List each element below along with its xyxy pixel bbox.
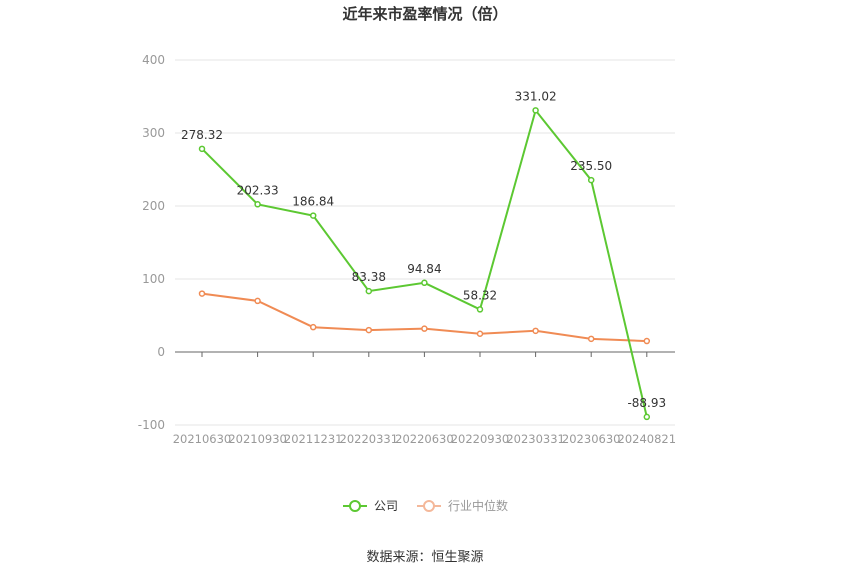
data-label: 202.33 <box>237 183 279 197</box>
axis-layer: -100 0 100 200 300 400 20210630202109302021123… <box>138 53 676 446</box>
data-point-industry-median <box>309 323 317 331</box>
data-point-industry-median <box>476 330 484 337</box>
x-tick-label: 20220630 <box>395 432 454 446</box>
chart-title: 近年来市盈率情况（倍） <box>342 5 508 23</box>
data-point-industry-median <box>198 290 206 297</box>
data-source: 数据来源：恒生聚源 <box>366 550 484 565</box>
series-layer <box>198 107 651 421</box>
y-tick-label: 200 <box>142 199 165 213</box>
x-tick-label: 20210930 <box>228 432 287 446</box>
data-point-company <box>476 306 484 313</box>
label-layer: 278.32 202.33 186.84 83.38 94.84 58.32 331.02 2… <box>181 89 666 410</box>
data-label: 94.84 <box>407 262 441 276</box>
y-tick-label: 300 <box>142 126 165 140</box>
data-label: 186.84 <box>292 195 334 209</box>
x-tick-label: 20211231 <box>284 432 343 446</box>
legend-item-company[interactable]: 公司 <box>342 497 398 514</box>
y-tick-label: 400 <box>142 53 165 67</box>
x-tick-label: 20220331 <box>340 432 399 446</box>
data-point-company <box>532 107 539 114</box>
data-point-industry-median <box>587 335 595 343</box>
data-point-industry-median <box>643 337 651 345</box>
data-point-company <box>587 176 595 184</box>
y-tick-label: 100 <box>142 272 165 286</box>
legend-label-company: 公司 <box>373 499 398 513</box>
x-tick-label: 20240821 <box>618 432 677 446</box>
data-point-company <box>643 413 651 421</box>
grid-layer <box>175 59 675 426</box>
data-label: 58.32 <box>463 288 497 302</box>
legend-marker-company <box>342 499 367 512</box>
data-point-industry-median <box>254 297 261 305</box>
legend-marker-industry-median <box>417 499 441 512</box>
data-point-industry-median <box>421 325 428 332</box>
data-label: 83.38 <box>352 270 386 284</box>
data-point-company <box>421 279 428 287</box>
data-point-company <box>309 212 317 219</box>
legend: 公司 行业中位数 <box>0 497 850 514</box>
y-tick-label: -100 <box>138 418 165 432</box>
legend-item-industry-median[interactable]: 行业中位数 <box>416 497 508 514</box>
data-label: 278.32 <box>181 128 223 142</box>
x-tick-label: 20220930 <box>451 432 510 446</box>
x-tick-label: 20230331 <box>506 432 565 446</box>
data-point-company <box>254 201 261 208</box>
data-point-industry-median <box>532 327 539 335</box>
x-tick-label: 20230630 <box>562 432 621 446</box>
data-label: 235.50 <box>570 159 612 173</box>
legend-label-industry-median: 行业中位数 <box>448 499 509 513</box>
data-label: -88.93 <box>627 396 666 410</box>
data-label: 331.02 <box>515 89 557 103</box>
x-tick-label: 20210630 <box>173 432 232 446</box>
series-line-industry-median <box>201 292 647 343</box>
data-point-company <box>365 287 373 295</box>
data-point-company <box>198 145 206 153</box>
data-point-industry-median <box>365 326 373 334</box>
y-tick-label: 0 <box>157 345 165 359</box>
